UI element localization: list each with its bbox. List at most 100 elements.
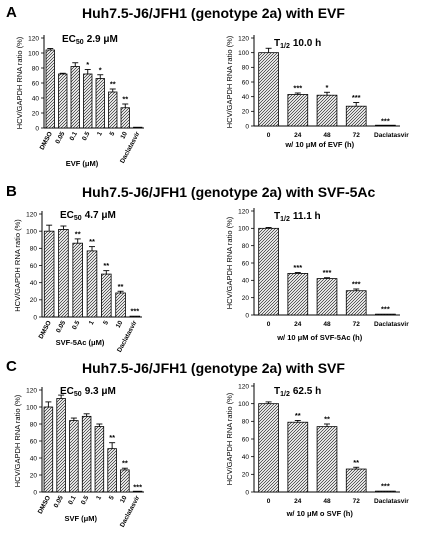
y-tick-label: 0 [35,125,39,132]
annotation-symbol: T [274,38,280,49]
annotation-value: 4.7 μM [85,210,116,221]
bar [132,490,143,493]
y-tick-label: 20 [30,472,38,479]
annotation-value: 11.1 h [293,211,321,222]
y-tick-label: 100 [26,404,37,411]
annotation: EC50 2.9 μM [62,34,118,46]
x-tick-label: 0.1 [69,130,80,142]
bar [94,426,105,493]
x-tick-label: 72 [353,132,361,139]
y-tick-label: 20 [242,295,250,302]
bar [69,420,79,493]
x-tick-label: 24 [294,321,302,328]
bar [129,315,141,318]
y-axis-label: HCV/GAPDH RNA ratio (%) [15,36,24,129]
y-tick-label: 120 [238,208,249,215]
significance-label: ** [295,411,301,420]
bar [58,73,68,129]
x-tick-label: 5 [102,319,110,326]
bar [316,94,338,127]
bar [120,469,130,493]
y-tick-label: 20 [242,472,250,479]
y-tick-label: 40 [32,95,40,102]
significance-label: *** [352,93,361,102]
x-tick-label: 72 [353,321,361,328]
x-tick-label: 48 [323,498,331,505]
x-tick-label: 1 [96,130,104,137]
y-tick-label: 0 [33,314,37,321]
x-tick-label: 72 [353,498,361,505]
bar [316,426,338,493]
chart-c-left: 0 20 40 60 80 100 120 HCV/GAPDH RNA ratio (%) EC… [13,386,144,529]
annotation-value: 10.0 h [293,38,321,49]
bar [287,272,309,316]
x-tick-label: 0 [267,498,271,505]
annotation-symbol: EC [60,386,74,397]
bar [287,421,309,493]
significance-label: ** [324,414,330,423]
bar [86,250,98,318]
x-tick-label: 0.5 [80,494,91,506]
x-tick-label: 0.5 [71,319,82,331]
bar [316,278,338,316]
annotation: EC50 9.3 μM [60,386,116,398]
bar [56,398,66,493]
chart-a-left: 0 20 40 60 80 100 120 HCV/GAPDH RNA ratio (%) EC… [15,34,144,168]
annotation-symbol: EC [62,34,76,45]
bar [375,313,396,316]
y-tick-label: 20 [32,110,40,117]
x-tick-label: DMSO [38,320,53,341]
y-tick-label: 80 [32,65,40,72]
significance-label: ** [122,95,128,104]
bar [101,273,112,318]
significance-label: *** [293,84,302,93]
y-tick-label: 60 [242,436,250,443]
annotation-symbol: EC [60,210,74,221]
x-tick-label: 0.05 [54,130,66,145]
panel-b: B Huh7.5-J6/JFH1 (genotype 2a) with SVF-… [6,183,409,354]
chart-b-left: 0 20 40 60 80 100 120 HCV/GAPDH RNA ratio (%) EC… [13,210,142,354]
annotation-value: 9.3 μM [85,386,116,397]
x-tick-label: 5 [109,130,117,137]
y-axis-label: HCV/GAPDH RNA ratio (%) [225,392,234,485]
significance-label: ** [103,261,109,270]
chart-c-right: 0 20 40 60 80 100 120 HCV/GAPDH RNA ratio (%) T1… [225,383,409,518]
y-tick-label: 100 [238,401,249,408]
bar [58,229,69,318]
significance-label: ** [75,229,81,238]
panel-title: Huh7.5-J6/JFH1 (genotype 2a) with SVF-5A… [82,184,375,200]
y-tick-label: 80 [30,421,38,428]
significance-label: *** [130,307,139,316]
x-axis-label: SVF (μM) [65,514,98,523]
y-axis-label: HCV/GAPDH RNA ratio (%) [225,216,234,309]
y-tick-label: 80 [242,65,250,72]
x-tick-label: 0 [267,132,271,139]
bar [258,227,279,316]
x-tick-label: 1 [88,319,96,326]
bar [43,406,54,493]
bar [45,49,55,129]
x-axis-label: EVF (μM) [66,159,99,168]
significance-label: *** [381,305,390,314]
x-tick-label: 10 [115,319,125,329]
y-tick-label: 20 [242,109,250,116]
significance-label: * [99,65,102,74]
y-tick-label: 100 [26,228,37,235]
x-axis-label: SVF-5Ac (μM) [56,338,105,347]
significance-label: *** [352,280,361,289]
bar [115,292,126,318]
y-axis-label: HCV/GAPDH RNA ratio (%) [13,219,22,312]
x-tick-label: 1 [95,494,103,501]
bar [133,126,143,129]
x-tick-label: 0.5 [81,130,92,142]
x-tick-label: 24 [294,132,302,139]
x-tick-label: Daclatasvir [374,498,409,505]
y-tick-label: 120 [238,35,249,42]
annotation-value: 62.5 h [293,386,321,397]
x-tick-label: 0.05 [53,494,65,509]
y-tick-label: 0 [245,489,249,496]
bar [70,66,80,129]
bar [43,230,55,318]
